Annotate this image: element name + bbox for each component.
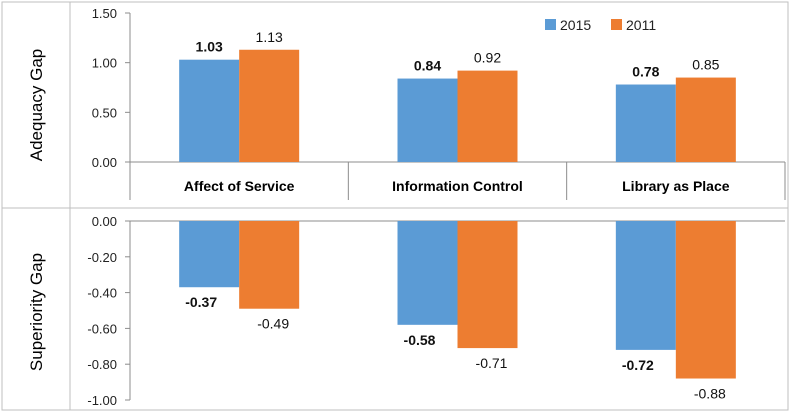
adequacy-y-tick-label: 1.50 bbox=[92, 6, 117, 21]
adequacy-data-label-2011: 0.92 bbox=[474, 50, 501, 66]
legend-swatch-2015 bbox=[545, 19, 556, 30]
superiority-data-label-2011: -0.88 bbox=[694, 386, 726, 402]
adequacy-data-label-2015: 0.78 bbox=[632, 64, 659, 80]
superiority-y-tick-label: 0.00 bbox=[92, 214, 117, 229]
superiority-y-tick-label: -0.40 bbox=[87, 286, 117, 301]
superiority-y-tick-label: -0.20 bbox=[87, 250, 117, 265]
superiority-bar-2015 bbox=[179, 221, 240, 288]
legend-label-2011: 2011 bbox=[626, 17, 656, 33]
adequacy-gap-chart: 1.50 1.00 0.50 0.00 Adequacy Gap Affect of Se… bbox=[27, 6, 786, 200]
adequacy-bar-2015 bbox=[397, 78, 458, 162]
legend-label-2015: 2015 bbox=[560, 17, 591, 33]
superiority-bar-2011 bbox=[675, 221, 736, 379]
superiority-y-tick-label: -0.60 bbox=[87, 321, 117, 336]
superiority-data-label-2011: -0.71 bbox=[476, 355, 508, 371]
superiority-bar-2015 bbox=[397, 221, 458, 325]
superiority-gap-chart: 0.00 -0.20 -0.40 -0.60 -0.80 -1.00 Superiority… bbox=[27, 214, 785, 408]
adequacy-data-label-2015: 0.84 bbox=[414, 58, 441, 74]
superiority-data-label-2015: -0.58 bbox=[404, 332, 436, 348]
adequacy-data-label-2015: 1.03 bbox=[196, 39, 223, 55]
superiority-y-axis-label: Superiority Gap bbox=[27, 253, 46, 371]
category-label: Information Control bbox=[392, 178, 523, 194]
superiority-bar-2011 bbox=[239, 221, 300, 309]
adequacy-bar-2011 bbox=[675, 77, 736, 162]
superiority-data-label-2015: -0.37 bbox=[185, 294, 217, 310]
category-label: Affect of Service bbox=[184, 178, 295, 194]
adequacy-bar-2011 bbox=[457, 70, 518, 162]
superiority-y-tick-label: -1.00 bbox=[87, 393, 117, 408]
adequacy-y-tick-label: 0.00 bbox=[92, 155, 117, 170]
adequacy-bar-2015 bbox=[179, 59, 240, 162]
adequacy-bar-2015 bbox=[615, 84, 676, 162]
adequacy-y-tick-label: 1.00 bbox=[92, 56, 117, 71]
adequacy-data-label-2011: 1.13 bbox=[256, 29, 283, 45]
adequacy-data-label-2011: 0.85 bbox=[692, 57, 719, 73]
superiority-y-tick-label: -0.80 bbox=[87, 357, 117, 372]
legend-swatch-2011 bbox=[611, 19, 622, 30]
superiority-bar-2011 bbox=[457, 221, 518, 349]
legend: 2015 2011 bbox=[545, 17, 656, 33]
adequacy-bar-2011 bbox=[239, 49, 300, 162]
adequacy-y-tick-label: 0.50 bbox=[92, 105, 117, 120]
superiority-bar-2015 bbox=[615, 221, 676, 350]
superiority-data-label-2011: -0.49 bbox=[257, 316, 289, 332]
superiority-data-label-2015: -0.72 bbox=[622, 357, 654, 373]
adequacy-y-axis-label: Adequacy Gap bbox=[27, 49, 46, 161]
category-label: Library as Place bbox=[622, 178, 730, 194]
